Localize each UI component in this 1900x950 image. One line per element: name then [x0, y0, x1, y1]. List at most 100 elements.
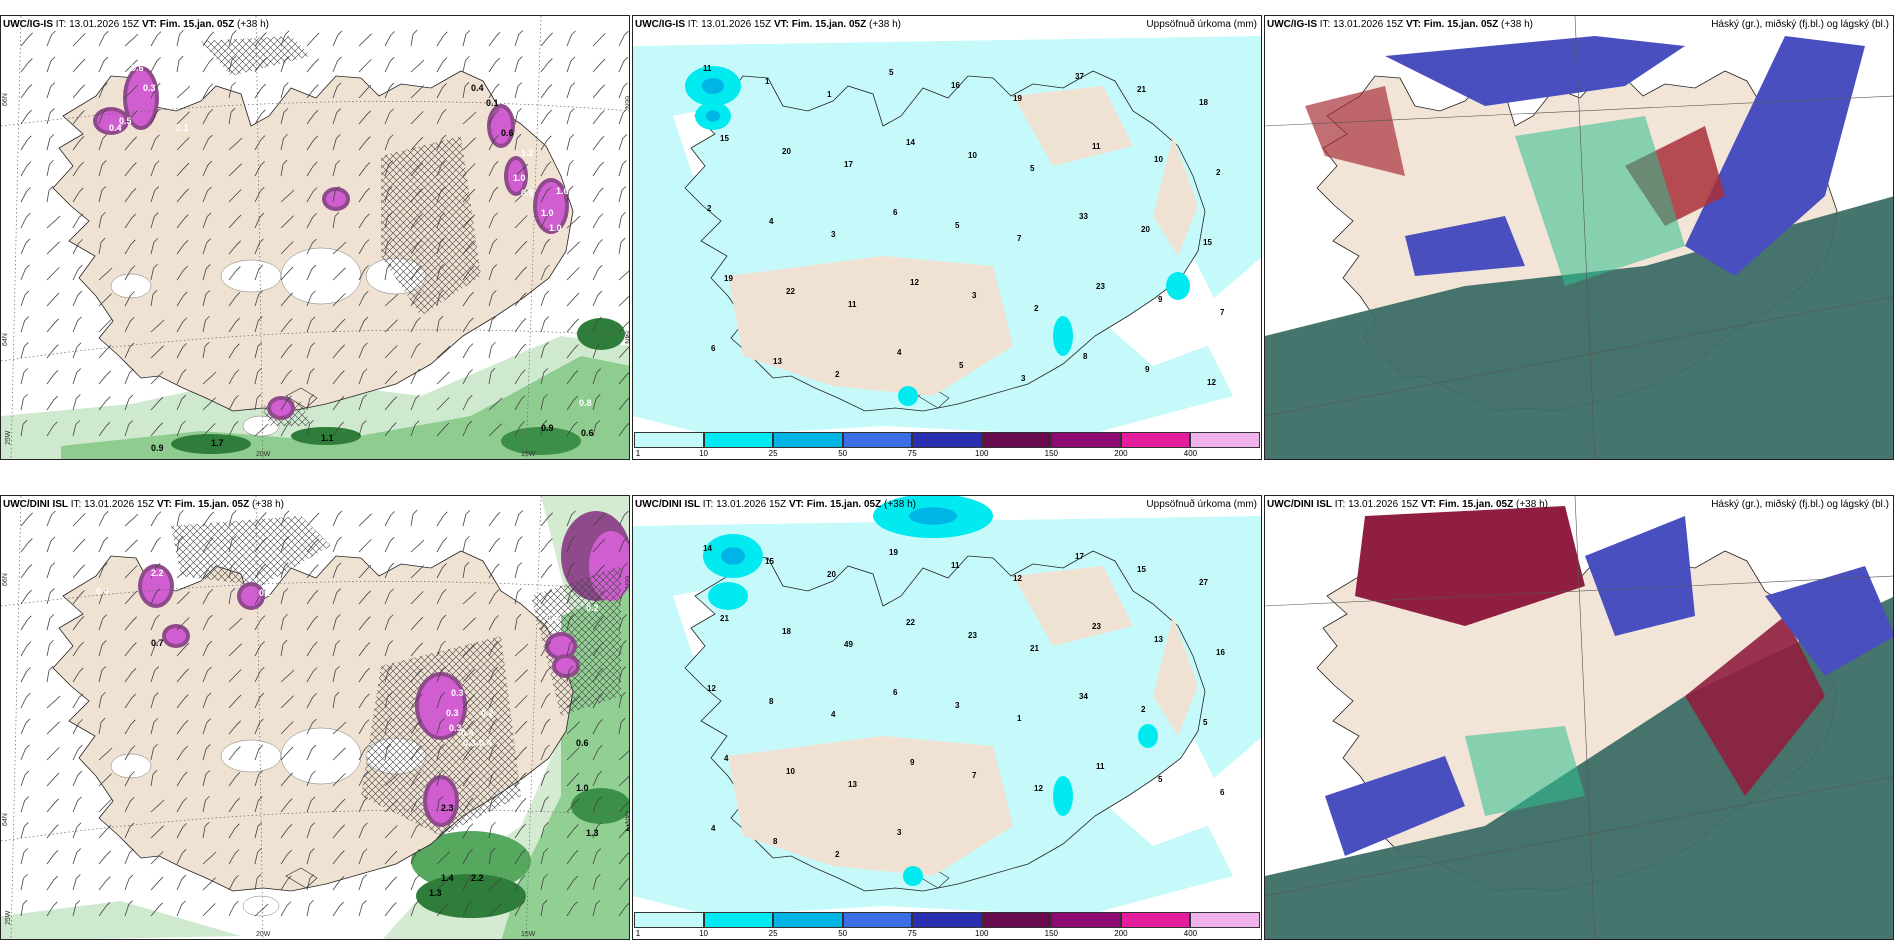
precip-value-label: 20 [827, 570, 836, 579]
precip-value-label: 12 [1034, 784, 1043, 793]
precip-value-label: 4 [711, 824, 716, 833]
it-value: 13.01.2026 15Z [84, 499, 155, 510]
colorbar-tick: 400 [1183, 449, 1198, 458]
cloud-layers [1265, 506, 1893, 939]
colorbar-swatch [1190, 912, 1260, 928]
precip-value-label: 19 [889, 548, 898, 557]
it-prefix: IT: [70, 499, 82, 510]
model-name: UWC/DINI ISL [1267, 499, 1332, 510]
lat-label: 64N [623, 811, 630, 824]
colorbar-tick: 150 [1044, 449, 1059, 458]
precip-value-label: 8 [769, 697, 774, 706]
panel-dini-cloud: UWC/DINI ISL IT: 13.01.2026 15Z VT: Fim.… [1264, 495, 1894, 940]
vt-prefix: VT: [1420, 499, 1436, 510]
panel-dini-wind: 20W 15W 66N 64N 66N 64N 25W 2.2 0.4 0.2 0.3 0.3 0.3 0… [0, 495, 630, 940]
cloud-layers [1265, 36, 1893, 459]
precip-value-label: 27 [1199, 578, 1208, 587]
colorbar-swatch [842, 432, 913, 448]
precip-value-label: 11 [1092, 142, 1101, 151]
snow-value-label: 0.6 [501, 128, 514, 138]
colorbar-tick: 50 [838, 449, 848, 458]
snow-value-label: 0.9 [151, 443, 164, 453]
precip-value-label: 22 [786, 287, 795, 296]
colorbar-swatch [1051, 912, 1121, 928]
precip-value-label: 5 [889, 68, 894, 77]
lon-label: 25W [5, 910, 12, 925]
precip-value-label: 1 [1017, 714, 1022, 723]
precip-value-label: 23 [1092, 622, 1101, 631]
panel-igis-cloud: UWC/IG-IS IT: 13.01.2026 15Z VT: Fim. 15… [1264, 15, 1894, 460]
vt-prefix: VT: [1405, 19, 1421, 30]
snow-value-label: 2.3 [441, 803, 454, 813]
precip-value-label: 16 [1216, 648, 1225, 657]
snow-value-label: 0.4 [471, 83, 484, 93]
it-value: 13.01.2026 15Z [69, 19, 140, 30]
model-name: UWC/IG-IS [1267, 19, 1317, 30]
colorbar-tick: 200 [1114, 929, 1128, 938]
model-name: UWC/IG-IS [635, 19, 685, 30]
precip-value-label: 8 [773, 837, 778, 846]
precip-map: 1111516193721181520171410511102243657332… [633, 16, 1261, 459]
colorbar-swatch [1120, 912, 1191, 928]
precip-value-label: 15 [765, 557, 774, 566]
snow-value-label: 0.1 [486, 98, 499, 108]
precip-value-label: 11 [848, 300, 857, 309]
colorbar-tick: 100 [975, 449, 989, 458]
lon-label: 20W [256, 451, 271, 458]
precip-value-label: 19 [1013, 94, 1022, 103]
colorbar-tick: 100 [975, 929, 989, 938]
colorbar-swatch [773, 432, 843, 448]
precip-value-label: 15 [1203, 238, 1212, 247]
snow-value-label: 0.2 [586, 603, 599, 613]
snow-value-label: 0.4 [96, 586, 109, 596]
precip-value-label: 23 [1096, 282, 1105, 291]
snow-value-label: 0.6 [131, 63, 144, 73]
it-value: 13.01.2026 15Z [1333, 19, 1404, 30]
snow-value-label: 1.4 [441, 873, 454, 883]
colorbar-swatch [842, 912, 913, 928]
snow-value-label: 1.0 [513, 173, 526, 183]
precip-colorbar: 1 10 25 50 75 100 150 200 400 [634, 912, 1260, 938]
colorbar-tick: 10 [699, 929, 708, 938]
vt-value: Fim. 15.jan. 05Z [159, 19, 235, 30]
snow-value-label: 0.8 [579, 398, 592, 408]
snow-value-label: 2.6 [626, 823, 630, 833]
precip-value-label: 15 [1137, 565, 1146, 574]
colorbar-swatch [634, 912, 704, 928]
precip-value-label: 6 [893, 688, 898, 697]
colorbar-swatch [912, 912, 982, 928]
model-name: UWC/DINI ISL [635, 499, 700, 510]
panel-header: UWC/IG-IS IT: 13.01.2026 15Z VT: Fim. 15… [3, 19, 269, 30]
precip-value-label: 19 [724, 274, 733, 283]
panel-igis-wind: 20W 15W 66N 64N 66N 64N 25W 0.6 0.3 2.1 0.5 0.4 1.2 1… [0, 15, 630, 460]
precip-value-label: 20 [782, 147, 791, 156]
precip-value-label: 5 [955, 221, 960, 230]
snow-value-label: 0.3 [446, 708, 459, 718]
precip-value-label: 11 [1096, 762, 1105, 771]
precip-value-label: 3 [897, 828, 902, 837]
it-prefix: IT: [55, 19, 67, 30]
precip-value-label: 3 [955, 701, 960, 710]
colorbar-tick: 200 [1114, 449, 1128, 458]
lon-label: 15W [521, 931, 536, 938]
lead-time: (+38 h) [237, 19, 269, 30]
precip-value-label: 11 [951, 561, 960, 570]
precip-value-label: 23 [968, 631, 977, 640]
precip-value-label: 6 [711, 344, 716, 353]
precip-value-label: 21 [720, 614, 729, 623]
it-value: 13.01.2026 15Z [701, 19, 772, 30]
colorbar-tick: 150 [1044, 929, 1059, 938]
precip-value-label: 37 [1075, 72, 1084, 81]
panel-field-title: Háský (gr.), miðský (fj.bl.) og lágský (… [1711, 19, 1889, 30]
lead-time: (+38 h) [252, 499, 284, 510]
colorbar-swatch [1120, 432, 1191, 448]
precip-value-label: 5 [1203, 718, 1208, 727]
colorbar-swatch [703, 912, 774, 928]
lat-label: 64N [623, 331, 630, 344]
precip-value-label: 16 [951, 81, 960, 90]
precip-value-label: 2 [707, 204, 712, 213]
precip-value-label: 6 [893, 208, 898, 217]
panel-header: UWC/DINI ISL IT: 13.01.2026 15Z VT: Fim.… [3, 499, 284, 510]
panel-field-title: Háský (gr.), miðský (fj.bl.) og lágský (… [1711, 499, 1889, 510]
colorbar-tick: 25 [768, 449, 778, 458]
